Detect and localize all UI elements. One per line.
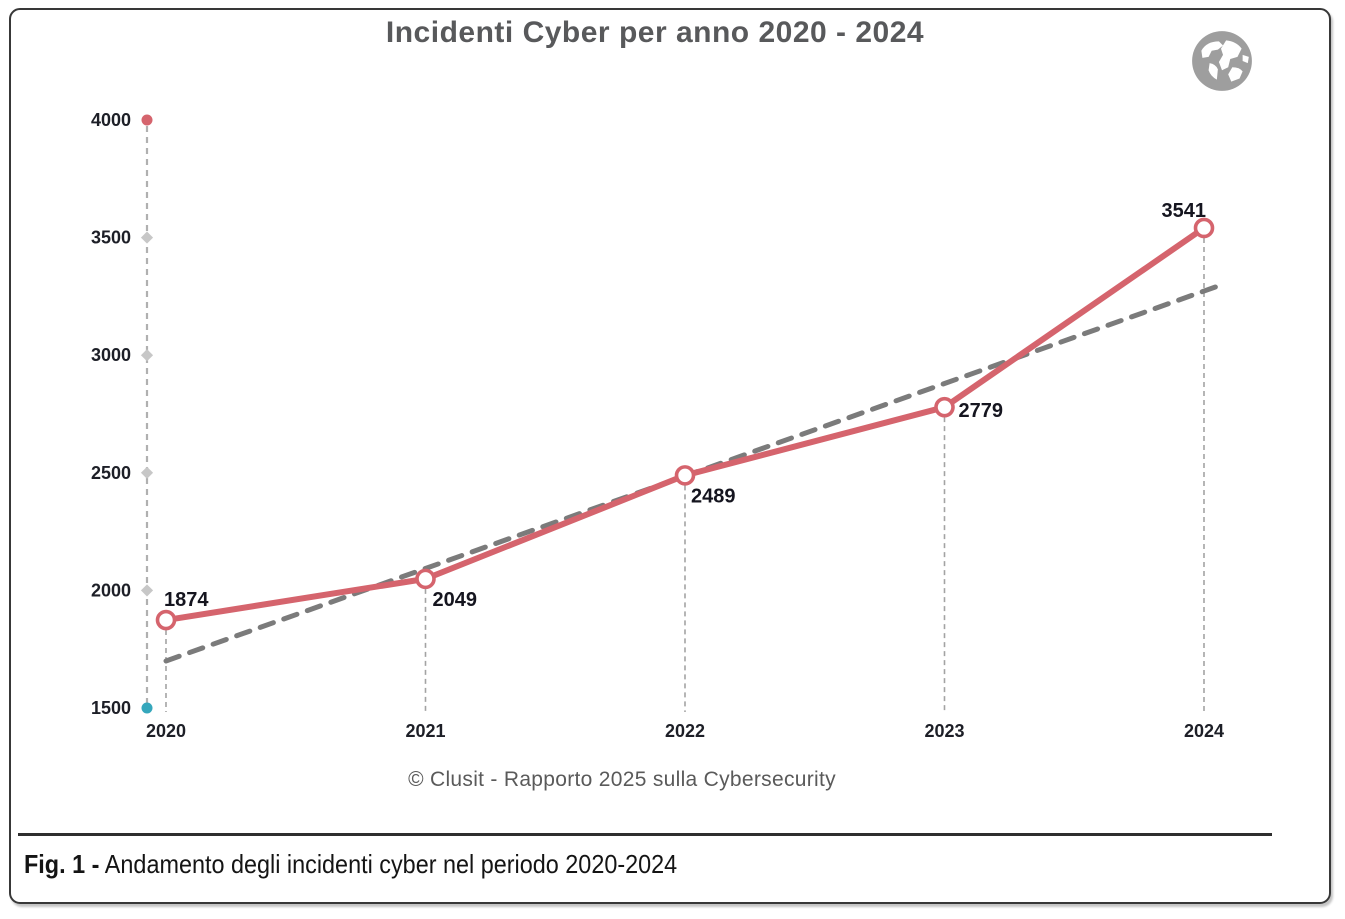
chart-title: Incidenti Cyber per anno 2020 - 2024 bbox=[385, 16, 925, 49]
source-attribution: © Clusit - Rapporto 2025 sulla Cybersecu… bbox=[408, 768, 836, 791]
y-axis-top-dot bbox=[141, 114, 153, 126]
y-tick-label: 4000 bbox=[91, 110, 131, 130]
y-tick-diamond bbox=[140, 584, 154, 597]
y-tick-label: 3500 bbox=[91, 228, 131, 248]
value-label: 1874 bbox=[164, 589, 209, 611]
x-tick-label: 2024 bbox=[1184, 721, 1224, 741]
y-axis-bottom-dot bbox=[141, 702, 153, 714]
y-tick-label: 2500 bbox=[91, 463, 131, 483]
data-point-marker-2022 bbox=[674, 465, 696, 486]
globe-icon bbox=[1192, 31, 1252, 91]
y-tick-diamond bbox=[140, 231, 154, 244]
y-tick-label: 2000 bbox=[91, 580, 131, 600]
y-tick-diamond bbox=[140, 349, 154, 362]
data-point-marker-2023 bbox=[934, 396, 955, 418]
y-tick-diamond bbox=[140, 466, 154, 479]
y-tick-label: 3000 bbox=[91, 345, 131, 365]
figure-caption: Fig. 1 - Andamento degli incidenti cyber … bbox=[24, 849, 677, 880]
data-point-marker-2024 bbox=[1193, 217, 1215, 239]
x-tick-label: 2022 bbox=[665, 721, 705, 741]
x-tick-label: 2021 bbox=[405, 721, 445, 741]
caption-divider bbox=[18, 833, 1272, 836]
y-tick-label: 1500 bbox=[91, 698, 131, 718]
value-label: 3541 bbox=[1162, 200, 1207, 222]
figure-caption-number: Fig. 1 - bbox=[24, 849, 100, 879]
value-label: 2049 bbox=[433, 589, 478, 611]
value-label: 2779 bbox=[959, 400, 1004, 422]
x-tick-label: 2023 bbox=[924, 721, 964, 741]
figure-caption-text: Andamento degli incidenti cyber nel peri… bbox=[104, 849, 678, 879]
data-point-marker-2021 bbox=[415, 568, 436, 590]
x-tick-label: 2020 bbox=[146, 721, 186, 741]
data-point-marker-2020 bbox=[155, 609, 177, 631]
value-label: 2489 bbox=[691, 485, 736, 507]
